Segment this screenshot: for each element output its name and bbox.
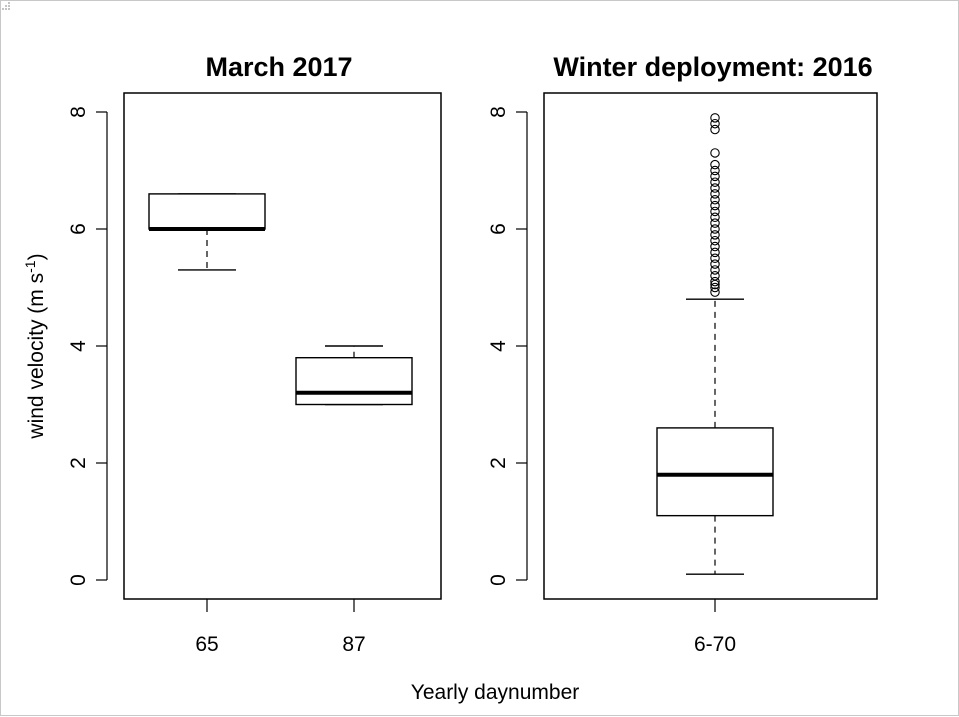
y-axis-left: 0 2 4 6 8 — [67, 106, 108, 586]
x-axis-left: 65 87 — [195, 599, 366, 656]
outlier-point — [710, 271, 720, 281]
outlier-point — [710, 247, 720, 258]
x-tick-label: 65 — [195, 633, 218, 656]
outlier-point — [710, 235, 720, 246]
outlier-point — [710, 224, 720, 234]
y-axis-label-sup: -1 — [22, 260, 38, 273]
plot-frame-right — [543, 92, 878, 600]
boxes-right — [656, 113, 774, 575]
panel-title-right: Winter deployment: 2016 — [553, 52, 872, 82]
outlier-point — [710, 287, 720, 297]
outlier-point — [710, 195, 720, 205]
outlier-point — [710, 212, 720, 223]
boxes-left — [148, 193, 413, 406]
y-axis-right: 0 2 4 6 8 — [487, 106, 528, 586]
box-iqr — [295, 357, 413, 406]
outlier-point — [710, 282, 720, 293]
x-axis-label: Yearly daynumber — [411, 681, 580, 704]
outlier-point — [710, 265, 720, 275]
outlier-point — [710, 124, 720, 135]
x-tick-label: 6-70 — [694, 633, 736, 656]
panel-winter-2016: Winter deployment: 2016 0 2 4 6 8 6-70 — [487, 52, 878, 656]
y-tick-label: 4 — [67, 340, 90, 352]
plot-frame-left — [123, 92, 442, 600]
outlier-point — [710, 177, 720, 187]
outlier-point — [710, 183, 720, 193]
outlier-point — [710, 159, 720, 170]
outlier-point — [710, 253, 720, 264]
box-6-70 — [656, 113, 774, 575]
box-iqr — [148, 193, 266, 230]
outlier-point — [710, 189, 720, 199]
outlier-point — [710, 165, 720, 176]
y-axis-label: wind velocity (m s-1) — [22, 253, 48, 439]
outlier-point — [710, 259, 720, 269]
y-axis-label-close: ) — [25, 253, 48, 260]
outlier-point — [710, 230, 720, 240]
resize-grip-icon[interactable] — [1, 1, 11, 11]
y-tick-label: 6 — [487, 223, 510, 235]
box-87 — [295, 345, 413, 406]
x-tick-label: 87 — [342, 633, 365, 656]
outlier-point — [710, 218, 720, 228]
y-tick-label: 0 — [487, 574, 510, 586]
outlier-point — [710, 113, 720, 123]
outlier-point — [710, 206, 720, 217]
outlier-point — [710, 276, 720, 287]
panel-march-2017: March 2017 0 2 4 6 8 65 87 wind velocity (m s… — [22, 52, 442, 656]
outlier-point — [710, 148, 720, 158]
y-tick-label: 8 — [487, 106, 510, 118]
y-tick-label: 0 — [67, 574, 90, 586]
outlier-point — [710, 171, 720, 182]
x-axis-right: 6-70 — [694, 599, 736, 656]
y-tick-label: 4 — [487, 340, 510, 352]
y-tick-label: 2 — [67, 457, 90, 469]
y-tick-label: 8 — [67, 106, 90, 118]
outlier-point — [710, 241, 720, 252]
y-axis-label-main: wind velocity (m s — [25, 273, 48, 440]
outlier-point — [710, 118, 720, 129]
outlier-point — [710, 200, 720, 211]
box-iqr — [656, 427, 774, 517]
panel-title-left: March 2017 — [205, 52, 352, 82]
box-65 — [148, 193, 266, 271]
y-tick-label: 2 — [487, 457, 510, 469]
y-tick-label: 6 — [67, 223, 90, 235]
